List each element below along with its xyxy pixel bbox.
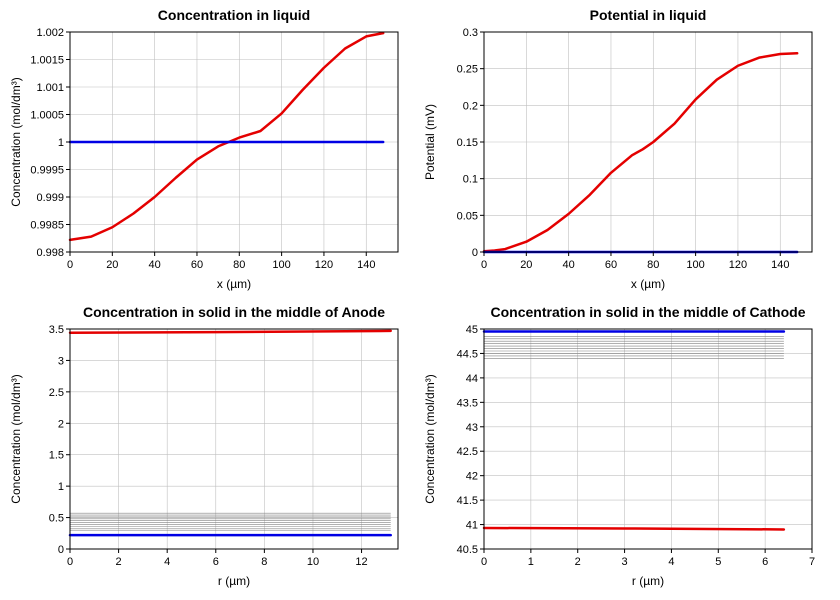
x-axis-label: r (µm) [632, 574, 664, 588]
chart-conc_liquid: 0 20 40 60 80 100 120 140 0.998 0.9985 0.999 0.9995… [4, 4, 410, 296]
xtick-label: 60 [191, 259, 203, 271]
xtick-label: 8 [261, 556, 267, 568]
ytick-label: 0.15 [457, 137, 478, 149]
xtick-label: 40 [563, 259, 575, 271]
ytick-label: 2 [58, 418, 64, 430]
xtick-label: 2 [575, 556, 581, 568]
xtick-label: 1 [528, 556, 534, 568]
x-axis-label: x (µm) [217, 277, 251, 291]
ytick-label: 0.999 [36, 192, 64, 204]
ytick-label: 43.5 [457, 397, 478, 409]
ytick-label: 1.0005 [30, 110, 64, 122]
chart-title: Concentration in liquid [158, 7, 310, 23]
ytick-label: 0.5 [49, 513, 64, 525]
xtick-label: 120 [729, 259, 747, 271]
ytick-label: 0 [472, 247, 478, 259]
ytick-label: 1.0015 [30, 55, 64, 67]
xtick-label: 140 [771, 259, 789, 271]
chart-title: Concentration in solid in the middle of … [83, 304, 385, 320]
xtick-label: 7 [809, 556, 815, 568]
ytick-label: 45 [466, 324, 478, 336]
xtick-label: 80 [233, 259, 245, 271]
xtick-label: 4 [164, 556, 170, 568]
ytick-label: 0.9985 [30, 220, 64, 232]
xtick-label: 6 [762, 556, 768, 568]
chart-conc_cathode: 0123456740.54141.54242.54343.54444.545Co… [418, 301, 824, 593]
ytick-label: 43 [466, 422, 478, 434]
panel-pot-liquid: 0 20 40 60 80 100 120 140 0 0.05 0.1 0.15 0.2 0.25 0.3… [418, 4, 830, 299]
ytick-label: 41 [466, 520, 478, 532]
ytick-label: 42.5 [457, 446, 478, 458]
ytick-label: 42 [466, 471, 478, 483]
ytick-label: 1.002 [36, 27, 64, 39]
xtick-label: 60 [605, 259, 617, 271]
ytick-label: 1 [58, 137, 64, 149]
ytick-label: 40.5 [457, 544, 478, 556]
y-axis-label: Potential (mV) [423, 104, 437, 180]
ytick-label: 0.3 [463, 27, 478, 39]
xtick-label: 10 [307, 556, 319, 568]
ytick-label: 0.2 [463, 100, 478, 112]
xtick-label: 120 [315, 259, 333, 271]
ytick-label: 44.5 [457, 348, 478, 360]
xtick-label: 2 [116, 556, 122, 568]
ytick-label: 0.25 [457, 64, 478, 76]
xtick-label: 0 [67, 259, 73, 271]
chart-conc_anode: 0 2 4 6 8 10 12 0 0.5 1 1.5 2 2.5 3 3.5 Concentration i… [4, 301, 410, 593]
y-axis-label: Concentration (mol/dm³) [9, 77, 23, 206]
xtick-label: 6 [213, 556, 219, 568]
xtick-label: 3 [622, 556, 628, 568]
xtick-label: 4 [668, 556, 674, 568]
xtick-label: 20 [106, 259, 118, 271]
ytick-label: 41.5 [457, 495, 478, 507]
panel-conc-anode: 0 2 4 6 8 10 12 0 0.5 1 1.5 2 2.5 3 3.5 Concentration i… [4, 301, 416, 596]
xtick-label: 100 [272, 259, 290, 271]
xtick-label: 0 [481, 556, 487, 568]
ytick-label: 3.5 [49, 324, 64, 336]
xtick-label: 0 [67, 556, 73, 568]
xtick-label: 80 [647, 259, 659, 271]
chart-grid: 0204060801001201400.9980.99850.9990.9995… [0, 0, 840, 600]
chart-title: Potential in liquid [590, 7, 707, 23]
ytick-label: 0.05 [457, 210, 478, 222]
xtick-label: 20 [520, 259, 532, 271]
ytick-label: 0.1 [463, 174, 478, 186]
ytick-label: 44 [466, 373, 478, 385]
ytick-label: 3 [58, 355, 64, 367]
xtick-label: 12 [355, 556, 367, 568]
panel-conc-liquid: 0 20 40 60 80 100 120 140 0.998 0.9985 0.999 0.9995… [4, 4, 416, 299]
y-axis-label: Concentration (mol/dm³) [423, 374, 437, 503]
ytick-label: 0.9995 [30, 165, 64, 177]
xtick-label: 140 [357, 259, 375, 271]
ytick-label: 1.001 [36, 82, 64, 94]
xtick-label: 100 [686, 259, 704, 271]
xtick-label: 0 [481, 259, 487, 271]
panel-conc-cathode: 0123456740.54141.54242.54343.54444.545Co… [418, 301, 830, 596]
xtick-label: 40 [149, 259, 161, 271]
y-axis-label: Concentration (mol/dm³) [9, 374, 23, 503]
xtick-label: 5 [715, 556, 721, 568]
ytick-label: 1.5 [49, 450, 64, 462]
chart-pot_liquid: 0 20 40 60 80 100 120 140 0 0.05 0.1 0.15 0.2 0.25 0.3… [418, 4, 824, 296]
ytick-label: 2.5 [49, 387, 64, 399]
ytick-label: 1 [58, 481, 64, 493]
chart-title: Concentration in solid in the middle of … [491, 304, 806, 320]
x-axis-label: x (µm) [631, 277, 665, 291]
x-axis-label: r (µm) [218, 574, 250, 588]
ytick-label: 0.998 [36, 247, 64, 259]
ytick-label: 0 [58, 544, 64, 556]
